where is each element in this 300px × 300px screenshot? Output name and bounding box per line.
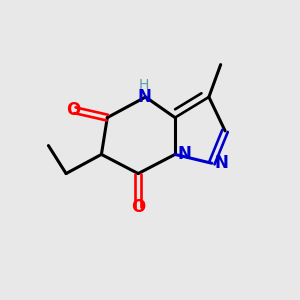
Text: N: N: [177, 146, 191, 164]
Text: O: O: [131, 198, 145, 216]
Text: N: N: [137, 88, 151, 106]
Text: O: O: [66, 101, 81, 119]
Text: N: N: [214, 154, 228, 172]
Text: H: H: [139, 78, 149, 92]
